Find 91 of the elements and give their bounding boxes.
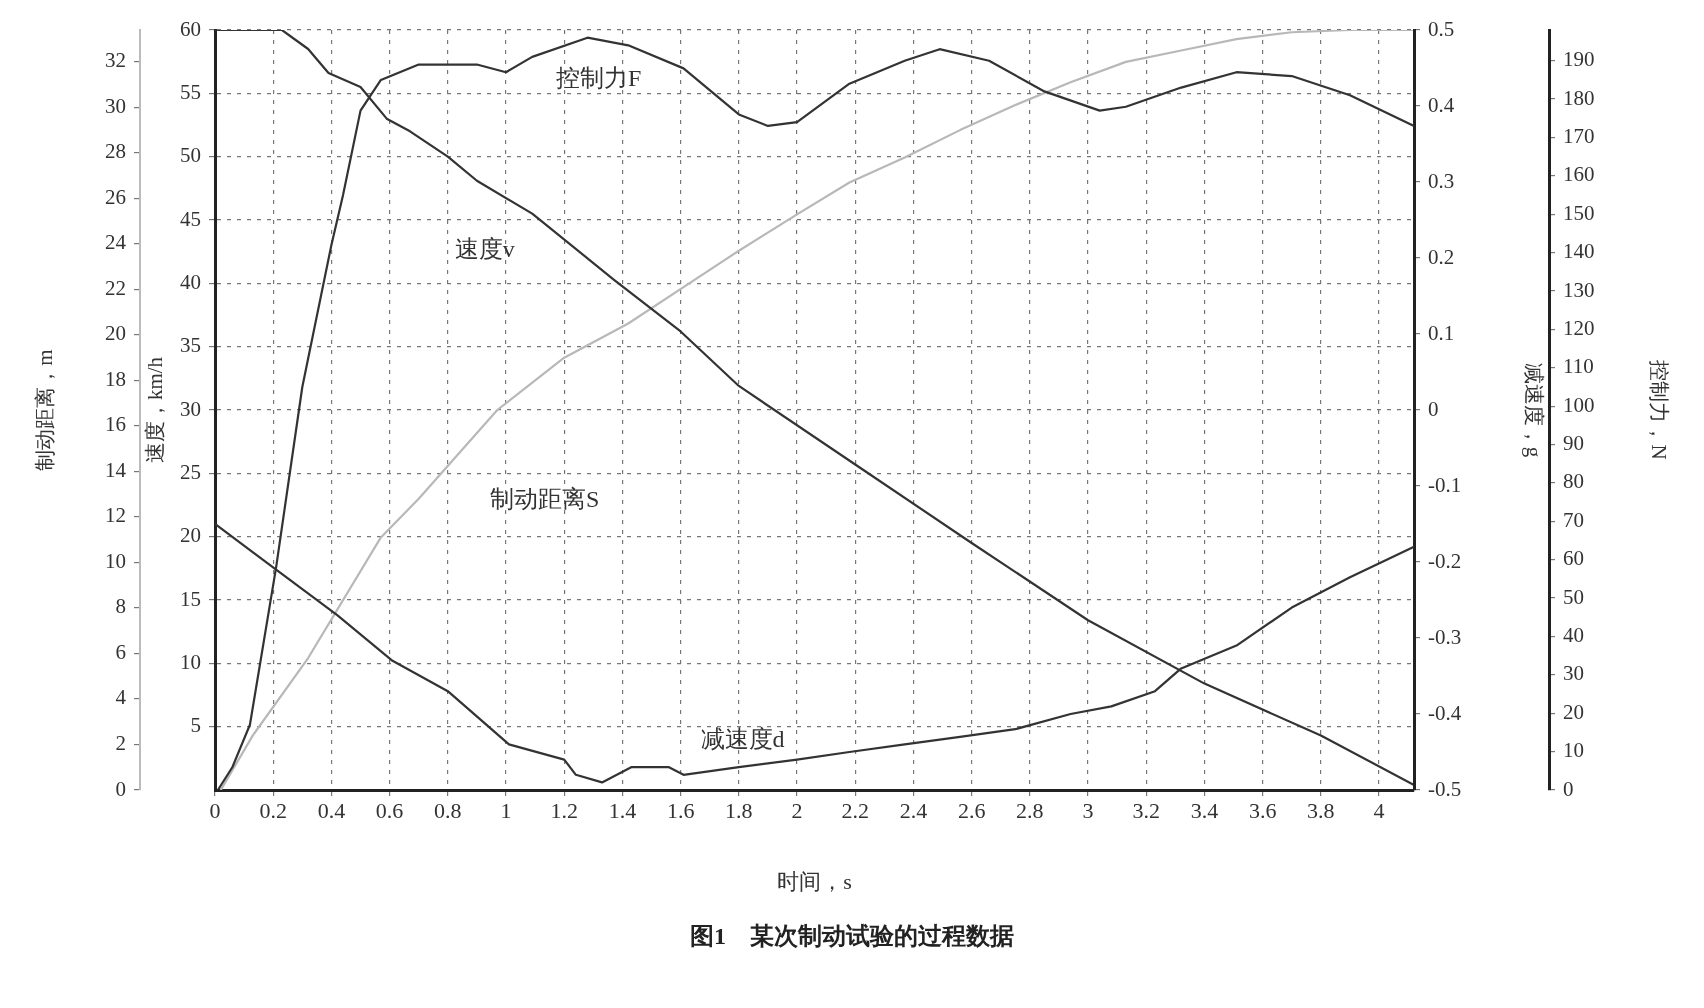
y3-tick-label: 20 (1563, 699, 1584, 724)
y-tick-label: 45 (180, 206, 201, 231)
y3-tick-label: 90 (1563, 431, 1584, 456)
y2-tick-label: 0.1 (1428, 320, 1455, 345)
annotation: 减速度d (700, 725, 785, 752)
y-tick-label: 50 (180, 143, 201, 168)
x-tick-label: 3.6 (1248, 797, 1277, 823)
y2-tick-label: 28 (105, 139, 126, 164)
y-tick-label: 5 (190, 713, 201, 738)
y3-tick-label: 40 (1563, 622, 1584, 647)
x-tick-label: 0.2 (259, 797, 287, 823)
y-tick-label: 25 (180, 459, 201, 484)
annotation: 制动距离S (490, 486, 600, 513)
x-tick-label: 4 (1373, 797, 1385, 823)
y2-tick-label: 24 (105, 230, 127, 255)
y2-tick-label: 0 (1428, 396, 1439, 421)
y2-tick-label: -0.4 (1428, 700, 1462, 725)
y3-tick-label: 80 (1563, 469, 1584, 494)
x-tick-label: 3.4 (1190, 797, 1219, 823)
x-tick-label: 2.4 (899, 797, 928, 823)
y2-tick-label: 30 (105, 93, 126, 118)
y3-tick-label: 100 (1563, 392, 1595, 417)
y2-tick-label: 0 (115, 776, 126, 801)
y2-tick-label: 0.2 (1428, 244, 1455, 269)
y-tick-label: 15 (180, 586, 201, 611)
x-tick-label: 1.2 (550, 797, 578, 823)
y3-tick-label: 110 (1563, 354, 1594, 379)
y3-tick-label: 170 (1563, 123, 1595, 148)
x-tick-label: 2.6 (957, 797, 986, 823)
y2-axis-title: 减速度，g (1521, 362, 1546, 458)
y3-tick-label: 120 (1563, 315, 1595, 340)
y2-tick-label: 20 (105, 321, 126, 346)
x-tick-label: 3.8 (1307, 797, 1335, 823)
y3-tick-label: 50 (1563, 584, 1584, 609)
y3-tick-label: 180 (1563, 85, 1595, 110)
y-axis-title: 速度，km/h (143, 356, 168, 464)
y2-tick-label: 0.4 (1428, 92, 1455, 117)
x-tick-label: 2 (791, 797, 803, 823)
y2-axis-title: 制动距离，m (33, 349, 58, 471)
y3-tick-label: 140 (1563, 239, 1595, 264)
y2-tick-label: 32 (105, 48, 126, 73)
y-tick-label: 30 (180, 396, 201, 421)
x-tick-label: 1.8 (725, 797, 753, 823)
y2-tick-label: 16 (105, 412, 126, 437)
y3-tick-label: 160 (1563, 162, 1595, 187)
y2-tick-label: -0.5 (1428, 776, 1462, 801)
x-tick-label: 1.6 (666, 797, 695, 823)
y-tick-label: 40 (180, 269, 201, 294)
y-tick-label: 60 (180, 16, 201, 41)
text: 图1 某次制动试验的过程数据 (689, 922, 1015, 951)
y2-tick-label: 0.5 (1428, 16, 1455, 41)
y2-tick-label: 12 (105, 503, 126, 528)
y2-tick-label: -0.2 (1428, 548, 1462, 573)
y2-tick-label: 2 (115, 731, 126, 756)
y3-tick-label: 60 (1563, 546, 1584, 571)
y2-tick-label: 14 (105, 457, 127, 482)
x-tick-label: 0.8 (434, 797, 462, 823)
y3-tick-label: 150 (1563, 200, 1595, 225)
annotation: 速度v (454, 235, 515, 262)
x-tick-label: 3 (1082, 797, 1094, 823)
x-tick-label: 3.2 (1132, 797, 1161, 823)
y2-tick-label: 0.3 (1428, 168, 1455, 193)
y2-tick-label: -0.1 (1428, 472, 1462, 497)
y2-tick-label: 22 (105, 275, 126, 300)
x-tick-label: 0 (209, 797, 221, 823)
x-tick-label: 0.4 (317, 797, 346, 823)
x-tick-label: 0.6 (375, 797, 404, 823)
y2-tick-label: -0.3 (1428, 624, 1462, 649)
x-tick-label: 1.4 (608, 797, 637, 823)
annotation: 控制力F (556, 64, 642, 91)
y2-tick-label: 26 (105, 184, 126, 209)
y3-tick-label: 10 (1563, 738, 1584, 763)
y3-tick-label: 130 (1563, 277, 1595, 302)
y2-tick-label: 10 (105, 548, 126, 573)
y3-tick-label: 190 (1563, 47, 1595, 72)
y2-tick-label: 4 (115, 685, 127, 710)
y-tick-label: 55 (180, 79, 201, 104)
y-tick-label: 10 (180, 649, 201, 674)
y-tick-label: 20 (180, 523, 201, 548)
y2-tick-label: 8 (115, 594, 126, 619)
y3-tick-label: 0 (1563, 776, 1574, 801)
x-tick-label: 2.8 (1016, 797, 1044, 823)
y2-tick-label: 6 (115, 639, 126, 664)
x-axis-title: 时间，s (777, 868, 852, 894)
y3-axis-title: 控制力，N (1646, 360, 1671, 460)
y-tick-label: 35 (180, 333, 201, 358)
y3-tick-label: 30 (1563, 661, 1584, 686)
y3-tick-label: 70 (1563, 507, 1584, 532)
x-tick-label: 2.2 (841, 797, 869, 823)
x-tick-label: 1 (500, 797, 512, 823)
y2-tick-label: 18 (105, 366, 126, 391)
